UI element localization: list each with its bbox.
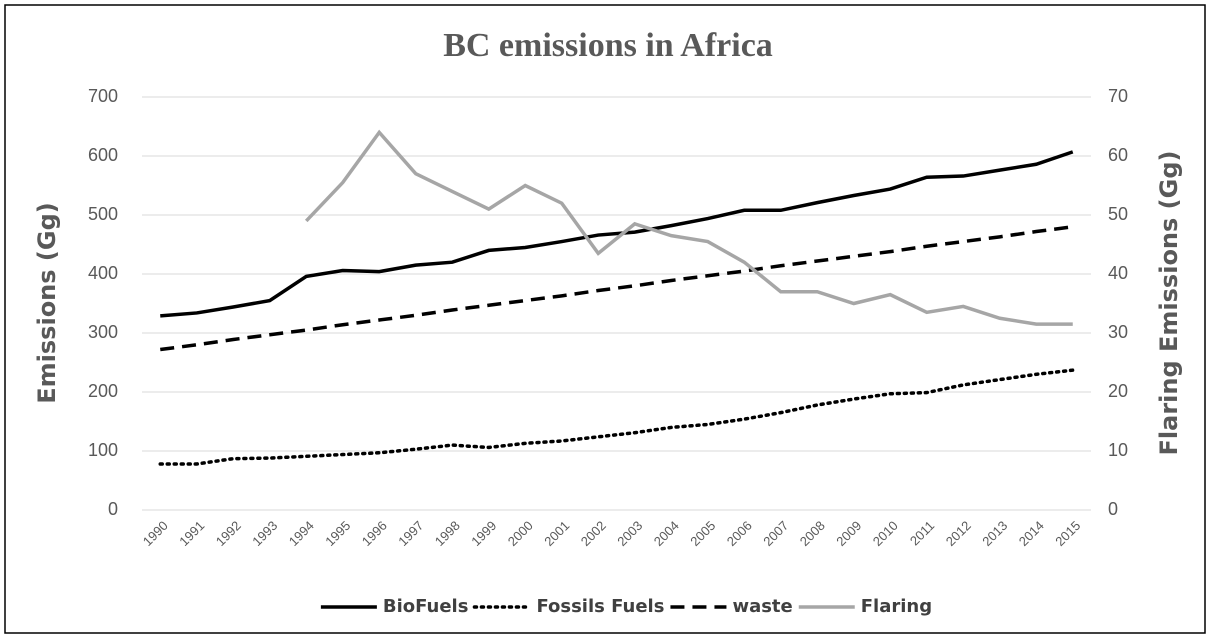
series-line <box>158 368 1075 466</box>
series-line <box>304 129 1073 326</box>
y-tick-label: 300 <box>88 322 118 342</box>
legend-label: Fossils Fuels <box>536 596 664 617</box>
y-tick-label: 0 <box>108 499 118 519</box>
y2-tick-label: 30 <box>1108 322 1128 342</box>
y2-axis-label: Flaring Emissions (Gg) <box>1155 151 1183 456</box>
y-tick-label: 200 <box>88 381 118 401</box>
y2-tick-label: 50 <box>1108 204 1128 224</box>
y-tick-label: 600 <box>88 145 118 165</box>
y-tick-label: 700 <box>88 86 118 106</box>
y-tick-label: 100 <box>88 440 118 460</box>
legend-label: Flaring <box>861 596 932 617</box>
legend-label: waste <box>732 596 792 617</box>
y2-tick-label: 0 <box>1108 499 1118 519</box>
y-axis-label: Emissions (Gg) <box>33 202 61 403</box>
legend-label: BioFuels <box>383 596 469 617</box>
y2-tick-label: 20 <box>1108 381 1128 401</box>
y-tick-label: 400 <box>88 263 118 283</box>
series-line <box>160 150 1074 318</box>
y2-tick-label: 40 <box>1108 263 1128 283</box>
chart-title: BC emissions in Africa <box>443 27 773 64</box>
y-tick-label: 500 <box>88 204 118 224</box>
y2-tick-label: 70 <box>1108 86 1128 106</box>
y2-tick-label: 10 <box>1108 440 1128 460</box>
y2-tick-label: 60 <box>1108 145 1128 165</box>
